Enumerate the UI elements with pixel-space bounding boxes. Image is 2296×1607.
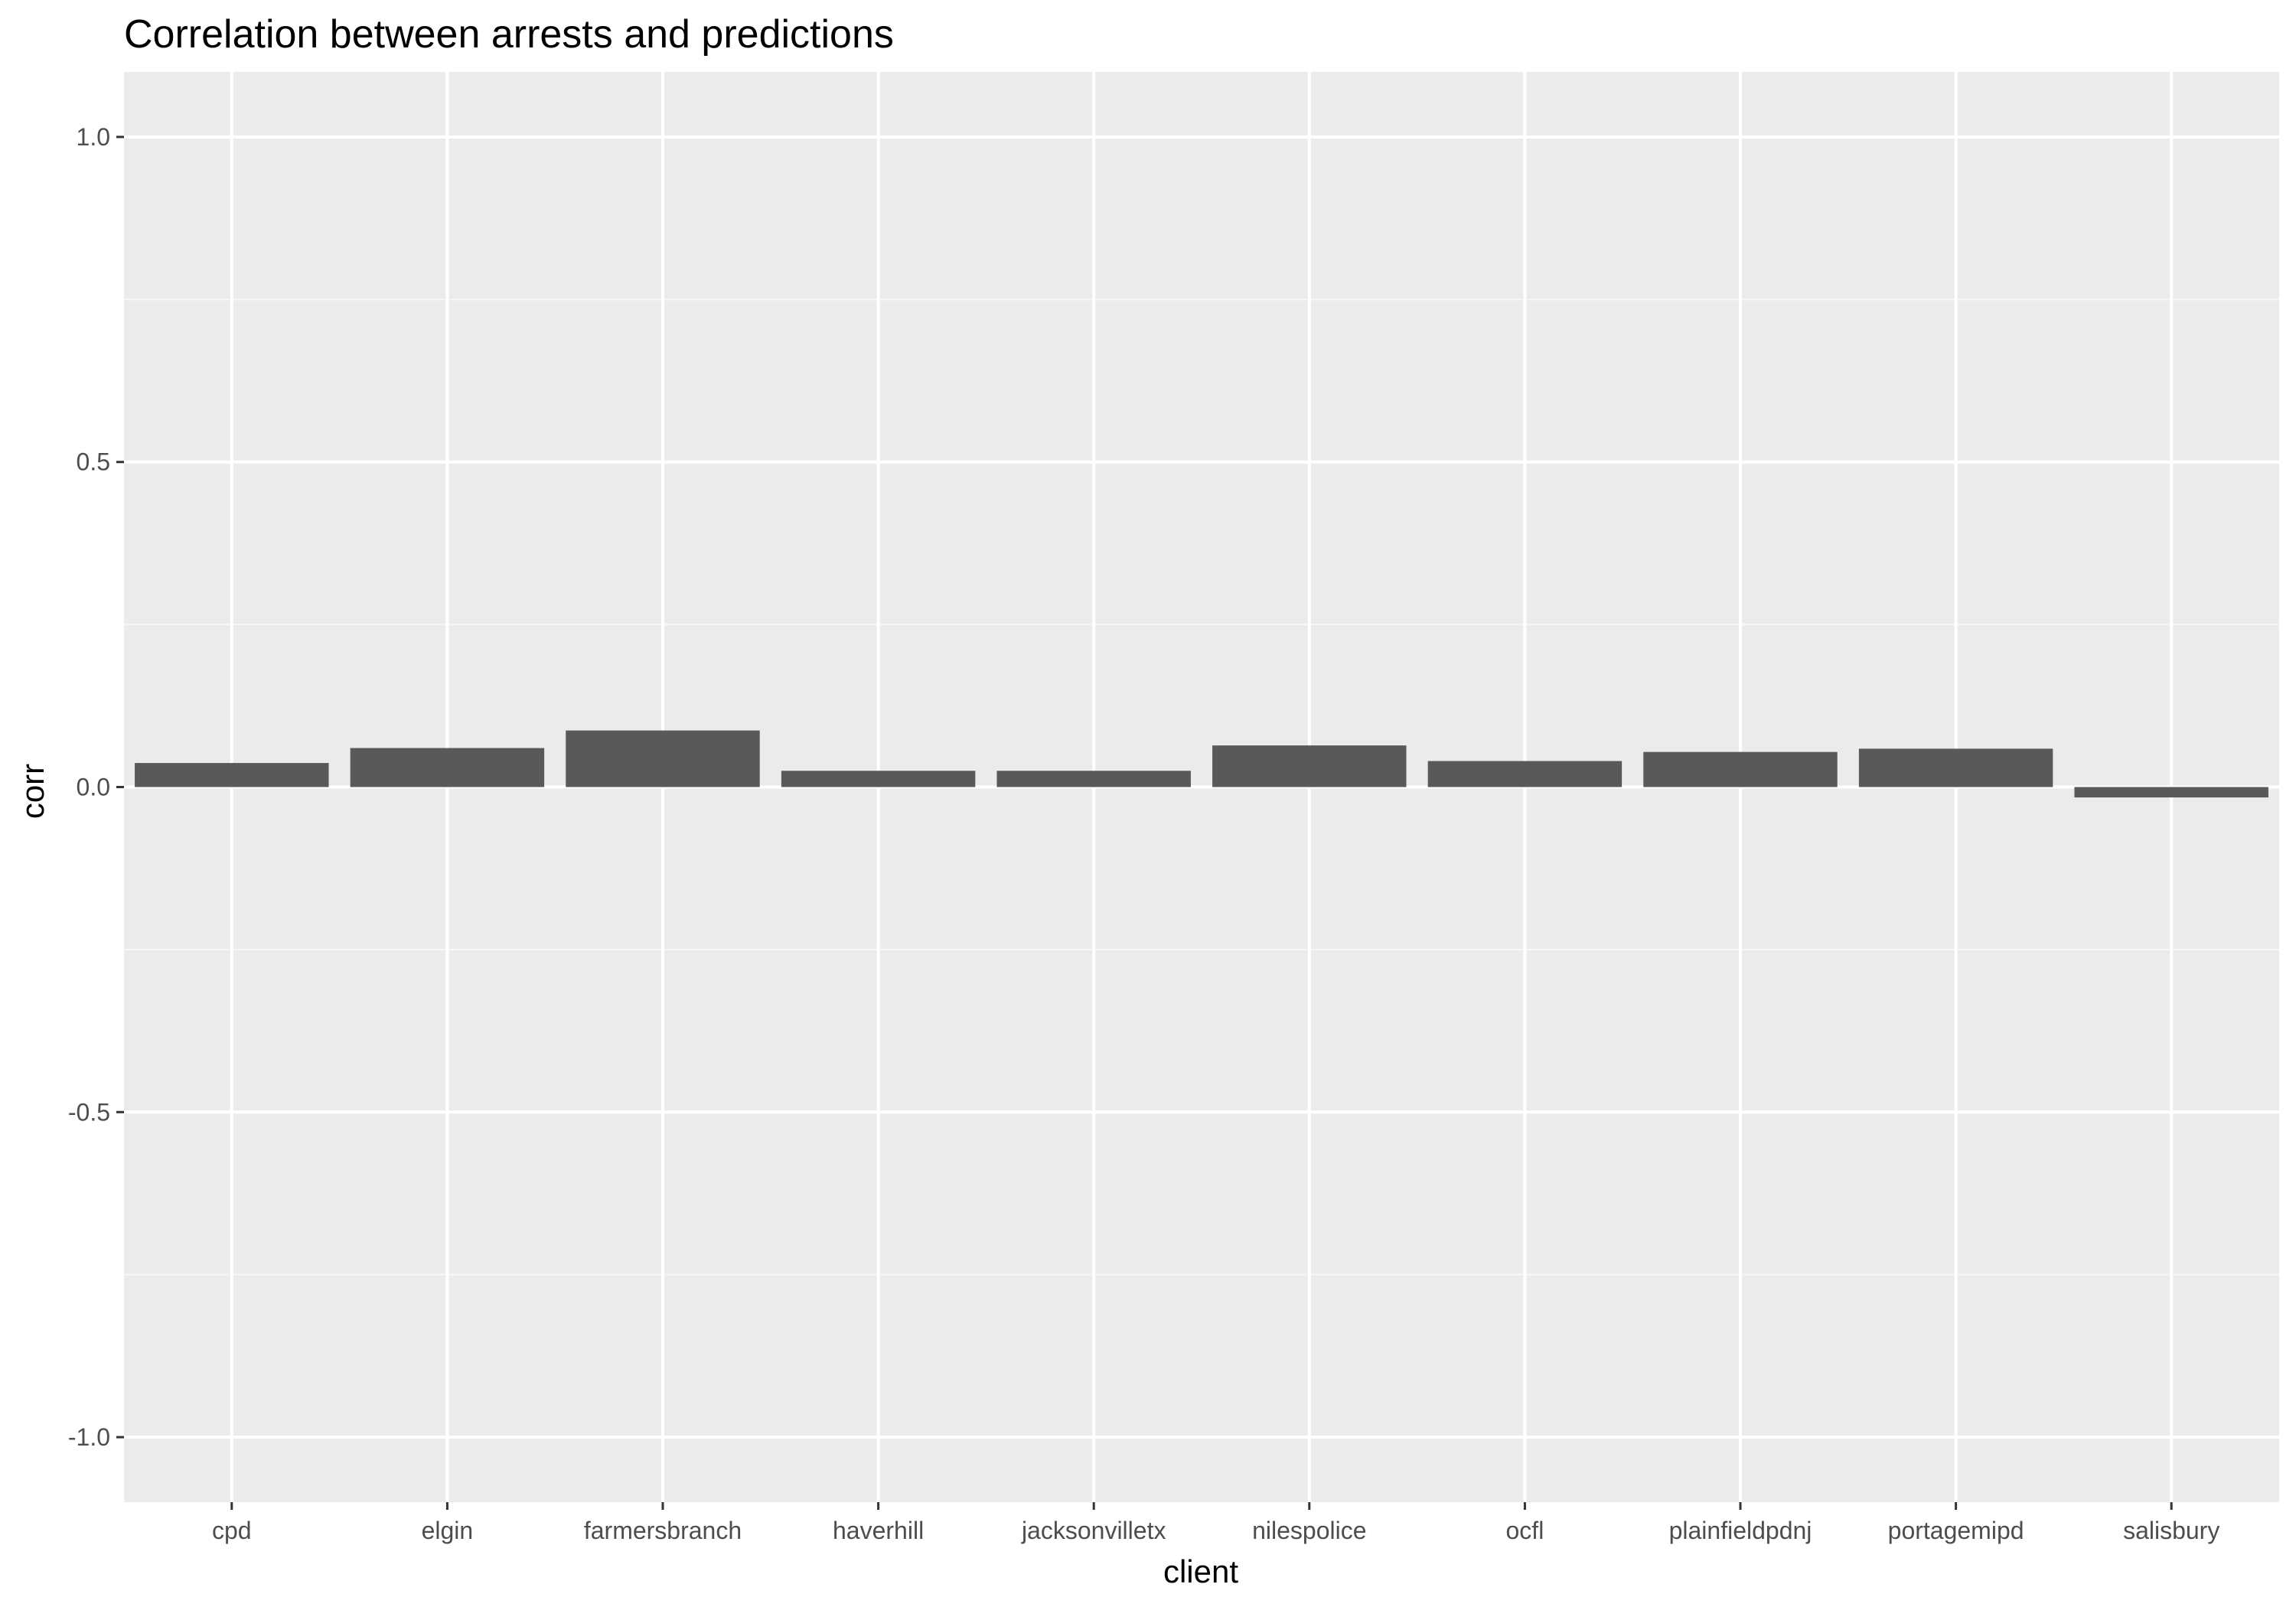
bar-elgin bbox=[350, 748, 545, 787]
bars bbox=[135, 730, 2268, 798]
x-axis-title: client bbox=[1163, 1553, 1238, 1589]
x-tick-label: portagemipd bbox=[1888, 1517, 2024, 1544]
x-tick-label: nilespolice bbox=[1252, 1517, 1366, 1544]
y-tick-label: -0.5 bbox=[68, 1098, 110, 1126]
y-tick-label: 0.5 bbox=[77, 448, 110, 476]
chart-title: Correlation between arrests and predicti… bbox=[124, 12, 894, 57]
bar-farmersbranch bbox=[566, 730, 760, 787]
x-tick-label: cpd bbox=[212, 1517, 252, 1544]
y-axis: -1.0 -0.5 0.0 0.5 1.0 bbox=[68, 123, 124, 1451]
bar-ocfl bbox=[1427, 761, 1623, 787]
bar-cpd bbox=[135, 763, 329, 787]
bar-jacksonvilletx bbox=[996, 771, 1191, 787]
bar-portagemipd bbox=[1858, 748, 2053, 787]
x-tick-label: plainfieldpdnj bbox=[1669, 1517, 1812, 1544]
bar-plainfieldpdnj bbox=[1643, 751, 1838, 787]
x-tick-label: salisbury bbox=[2123, 1517, 2219, 1544]
bar-salisbury bbox=[2074, 787, 2268, 798]
x-tick-label: elgin bbox=[422, 1517, 474, 1544]
x-tick-label: ocfl bbox=[1506, 1517, 1544, 1544]
x-tick-label: haverhill bbox=[833, 1517, 924, 1544]
x-axis: cpd elgin farmersbranch haverhill jacksonvil… bbox=[212, 1502, 2219, 1544]
minor-gridlines bbox=[124, 298, 2279, 1276]
bar-haverhill bbox=[781, 771, 976, 787]
y-axis-title: corr bbox=[15, 764, 51, 819]
x-tick-label: jacksonvilletx bbox=[1021, 1517, 1166, 1544]
bar-nilespolice bbox=[1212, 745, 1407, 787]
y-tick-label: -1.0 bbox=[68, 1423, 110, 1451]
y-tick-label: 0.0 bbox=[77, 774, 110, 801]
x-tick-label: farmersbranch bbox=[584, 1517, 742, 1544]
y-tick-label: 1.0 bbox=[77, 123, 110, 151]
